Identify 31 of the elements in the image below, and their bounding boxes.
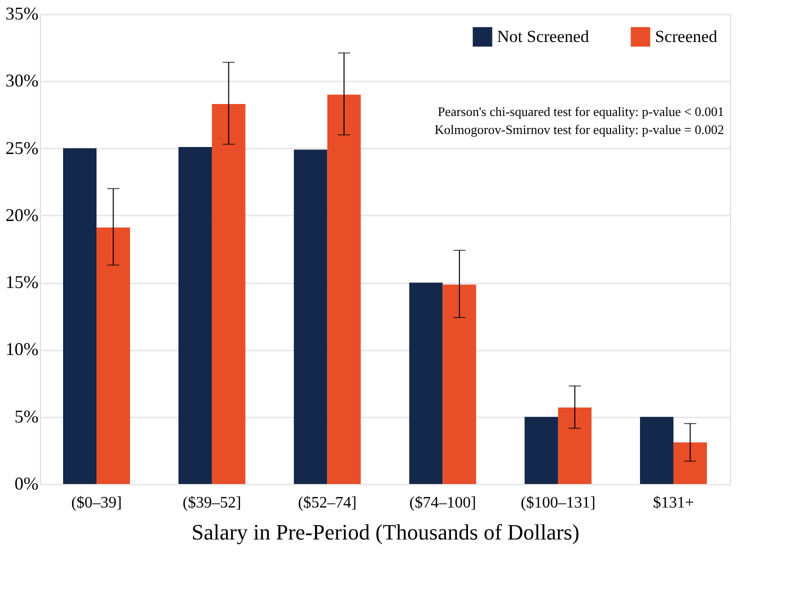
x-tick-label: ($0–39] [71,494,122,512]
bar [673,442,707,484]
y-tick-label: 5% [14,406,38,426]
y-tick-label: 0% [14,474,38,494]
legend-label: Not Screened [497,26,590,46]
y-tick-label: 20% [6,204,38,225]
bar [96,228,130,484]
bar [442,284,476,484]
bar [294,150,328,484]
bar [63,148,97,484]
bar [640,416,674,484]
y-tick-label: 25% [6,138,38,158]
bar [558,407,592,484]
x-tick-label: ($52–74] [298,494,357,512]
y-tick-label: 30% [6,70,38,91]
y-tick-label: 15% [6,272,38,292]
x-axis-title: Salary in Pre-Period (Thousands of Dollars) [192,520,580,544]
y-tick-label: 10% [6,339,38,360]
bar [327,94,361,484]
y-tick-label: 35% [6,4,38,24]
bar [524,416,558,484]
annotation: Kolmogorov-Smirnov test for equality: p-value = 0.002 [434,122,724,137]
bar [212,104,246,484]
legend-label: Screened [655,26,718,46]
x-tick-label: $131+ [652,494,694,512]
x-tick-label: ($100–131] [520,494,596,512]
bar [178,146,212,484]
bar [409,282,443,484]
x-tick-label: ($74–100] [409,494,476,512]
annotation: Pearson's chi-squared test for equality: p-value < 0.001 [438,104,724,119]
x-tick-label: ($39–52] [182,494,242,512]
